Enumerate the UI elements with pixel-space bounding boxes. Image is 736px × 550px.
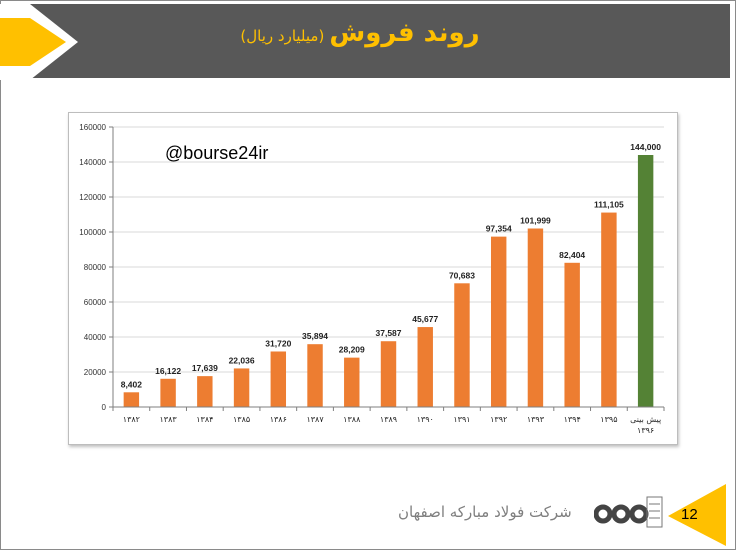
x-tick-label-11: ۱۳۹۳: [527, 415, 545, 424]
data-label-1: 16,122: [155, 366, 181, 376]
bar-2: [197, 376, 213, 407]
x-tick-label-10: ۱۳۹۲: [490, 415, 507, 424]
y-tick-label: 140000: [79, 158, 106, 167]
bar-6: [344, 357, 360, 407]
watermark-text: @bourse24ir: [165, 143, 268, 163]
data-label-3: 22,036: [229, 355, 255, 365]
page-number: 12: [681, 506, 698, 523]
y-tick-label: 160000: [79, 123, 106, 132]
bar-14: [637, 155, 654, 407]
x-tick-label-1: ۱۳۸۳: [160, 415, 178, 424]
bar-13: [601, 212, 617, 407]
data-label-11: 101,999: [520, 216, 551, 226]
x-tick-label-9: ۱۳۹۱: [453, 415, 470, 424]
x-tick-label-0: ۱۳۸۲: [123, 415, 140, 424]
title-text: روند فروش: [329, 18, 480, 48]
header-bar: [0, 4, 730, 78]
bar-11: [527, 228, 544, 407]
y-tick-label: 60000: [84, 298, 107, 307]
x-tick-label-7: ۱۳۸۹: [380, 415, 397, 424]
data-label-10: 97,354: [486, 224, 512, 234]
x-tick-label-3: ۱۳۸۵: [233, 415, 250, 424]
title-unit: (میلیارد ریال): [240, 27, 325, 45]
bar-10: [490, 236, 507, 407]
chart-area: 8,402 16,122 17,639 22,036 31,720 35,894 28,20…: [68, 112, 678, 445]
bar-7: [380, 341, 397, 407]
bar-3: [233, 368, 250, 407]
data-label-4: 31,720: [265, 338, 291, 348]
data-label-12: 82,404: [559, 250, 585, 260]
data-label-2: 17,639: [192, 363, 218, 373]
bar-8: [417, 327, 433, 407]
sales-bar-chart: 8,402 16,122 17,639 22,036 31,720 35,894 28,20…: [79, 123, 665, 435]
y-tick-label: 120000: [79, 193, 106, 202]
bar-4: [270, 351, 287, 407]
data-label-0: 8,402: [121, 379, 143, 389]
x-tick-label-2: ۱۳۸۴: [196, 415, 213, 424]
y-tick-label: 0: [102, 403, 107, 412]
x-tick-label-4: ۱۳۸۶: [270, 415, 287, 424]
data-label-13: 111,105: [594, 200, 624, 210]
x-tick-label-5: ۱۳۸۷: [306, 415, 324, 424]
data-label-7: 37,587: [376, 328, 402, 338]
x-tick-label-13: ۱۳۹۵: [600, 415, 617, 424]
x-tick-label-14: پیش بینی: [630, 415, 661, 424]
data-label-14: 144,000: [630, 142, 661, 152]
data-label-9: 70,683: [449, 270, 475, 280]
x-tick-label-8: ۱۳۹۰: [417, 415, 434, 424]
company-name: شرکت فولاد مبارکه اصفهان: [398, 503, 572, 521]
y-tick-label: 20000: [84, 368, 107, 377]
bar-0: [123, 392, 140, 407]
header-arrow-icon: [0, 4, 78, 80]
x-tick-label-6: ۱۳۸۸: [343, 415, 361, 424]
x-tick-label-year-14: ۱۳۹۶: [637, 426, 654, 435]
data-label-5: 35,894: [302, 331, 328, 341]
bar-5: [307, 344, 323, 407]
page-title: روند فروش (میلیارد ریال): [230, 18, 490, 48]
data-label-6: 28,209: [339, 345, 365, 355]
data-label-8: 45,677: [412, 314, 438, 324]
bar-1: [160, 378, 176, 407]
bar-9: [454, 283, 470, 407]
y-tick-label: 100000: [79, 228, 106, 237]
page-triangle-icon: [668, 484, 726, 546]
x-tick-label-12: ۱۳۹۴: [564, 415, 581, 424]
bar-12: [564, 262, 580, 407]
company-logo: [594, 496, 663, 528]
y-tick-label: 80000: [84, 263, 107, 272]
y-tick-label: 40000: [84, 333, 107, 342]
